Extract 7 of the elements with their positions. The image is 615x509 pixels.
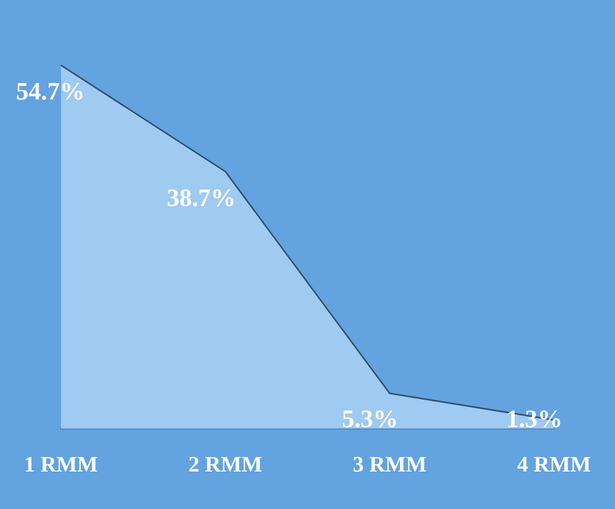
x-tick-label: 3 RMM xyxy=(352,451,427,476)
data-label: 38.7% xyxy=(166,184,236,212)
x-tick-label: 2 RMM xyxy=(188,451,263,476)
data-label: 5.3% xyxy=(342,406,398,434)
x-tick-label: 4 RMM xyxy=(517,451,592,476)
data-label: 54.7% xyxy=(16,78,85,106)
x-tick-label: 1 RMM xyxy=(24,451,98,476)
